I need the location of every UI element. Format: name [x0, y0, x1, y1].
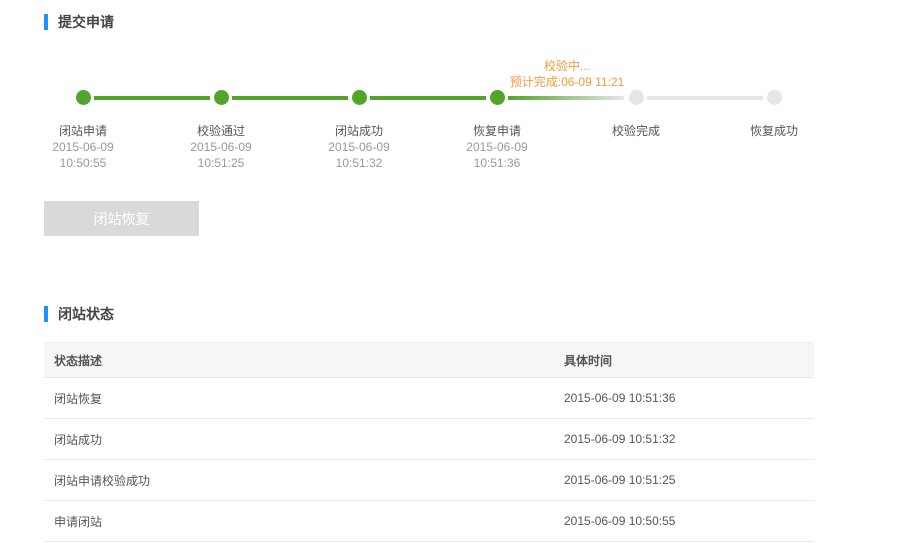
column-header-time: 具体时间 [554, 342, 814, 378]
step-time: 10:51:25 [197, 156, 245, 170]
step-connector [232, 96, 348, 100]
step-connector [370, 96, 486, 100]
cell-time: 2015-06-09 10:50:55 [554, 500, 814, 542]
cell-description: 闭站成功 [44, 418, 554, 460]
table-row: 闭站恢复 2015-06-09 10:51:36 [44, 377, 814, 419]
step-date: 2015-06-09 [190, 140, 252, 154]
status-table: 状态描述 具体时间 闭站恢复 2015-06-09 10:51:36 闭站成功 … [44, 342, 814, 542]
table-row: 闭站申请校验成功 2015-06-09 10:51:25 [44, 459, 814, 501]
step: 恢复申请 2015-06-09 10:51:36 [437, 123, 557, 171]
column-header-description: 状态描述 [44, 342, 554, 378]
step-label: 校验通过 [196, 124, 245, 138]
step-dot [352, 90, 367, 105]
cell-description: 闭站恢复 [44, 377, 554, 419]
step-label: 恢复申请 [472, 124, 521, 138]
step-label: 恢复成功 [749, 124, 798, 138]
step-label: 闭站申请 [58, 124, 107, 138]
progress-status: 校验中... [543, 59, 590, 73]
step: 校验完成 [576, 123, 696, 139]
progress-note: 校验中... 预计完成:06-09 11:21 [487, 58, 647, 90]
step-date: 2015-06-09 [52, 140, 114, 154]
step: 校验通过 2015-06-09 10:51:25 [161, 123, 281, 171]
cell-time: 2015-06-09 10:51:36 [554, 377, 814, 419]
step-label: 校验完成 [611, 124, 660, 138]
step-dot [214, 90, 229, 105]
step-time: 10:51:36 [473, 156, 521, 170]
step-time: 10:51:32 [335, 156, 383, 170]
step-dot [767, 90, 782, 105]
step-dot [629, 90, 644, 105]
step-time: 10:50:55 [59, 156, 107, 170]
step-date: 2015-06-09 [328, 140, 390, 154]
step: 恢复成功 [714, 123, 834, 139]
step-label: 闭站成功 [334, 124, 383, 138]
cell-description: 申请闭站 [44, 500, 554, 542]
step-connector-in-progress [508, 96, 624, 100]
table-header-row: 状态描述 具体时间 [44, 342, 814, 378]
step: 闭站申请 2015-06-09 10:50:55 [23, 123, 143, 171]
step-dot [490, 90, 505, 105]
step-date: 2015-06-09 [466, 140, 528, 154]
progress-eta: 预计完成:06-09 11:21 [509, 75, 625, 89]
step-connector [94, 96, 210, 100]
section-title-status: 闭站状态 [44, 306, 114, 322]
table-row: 申请闭站 2015-06-09 10:50:55 [44, 500, 814, 542]
cell-description: 闭站申请校验成功 [44, 459, 554, 501]
cell-time: 2015-06-09 10:51:32 [554, 418, 814, 460]
table-row: 闭站成功 2015-06-09 10:51:32 [44, 418, 814, 460]
restore-station-button[interactable]: 闭站恢复 [44, 201, 199, 236]
step-connector [647, 96, 763, 100]
step-dot [76, 90, 91, 105]
section-title-submit: 提交申请 [44, 14, 114, 30]
cell-time: 2015-06-09 10:51:25 [554, 459, 814, 501]
step: 闭站成功 2015-06-09 10:51:32 [299, 123, 419, 171]
